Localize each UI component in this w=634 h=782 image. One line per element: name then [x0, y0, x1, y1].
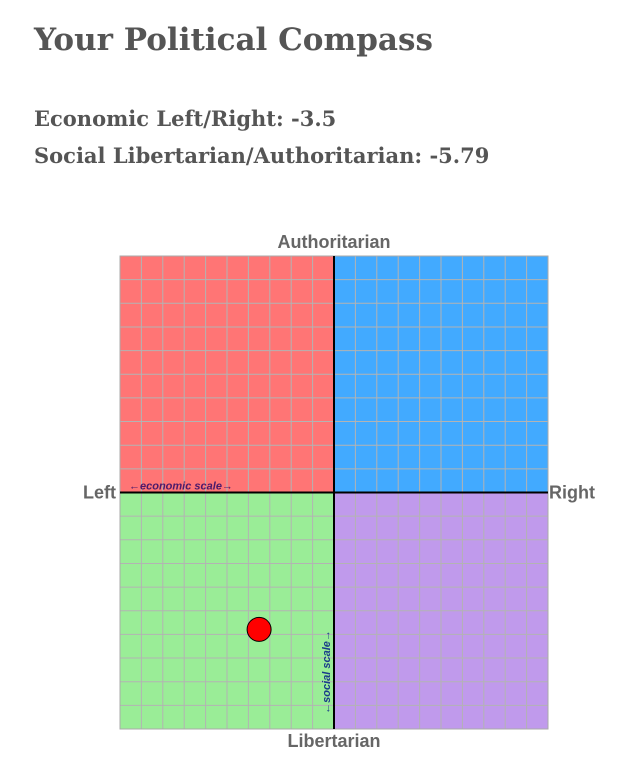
- axis-label-libertarian: Libertarian: [287, 731, 380, 751]
- axis-label-right: Right: [549, 483, 595, 503]
- economic-score: Economic Left/Right: -3.5: [34, 106, 336, 131]
- economic-score-label: Economic Left/Right:: [34, 106, 284, 131]
- page-title: Your Political Compass: [34, 22, 433, 58]
- axis-label-authoritarian: Authoritarian: [277, 232, 390, 252]
- social-scale-label: ←social scale→: [321, 630, 333, 714]
- social-score: Social Libertarian/Authoritarian: -5.79: [34, 143, 489, 168]
- economic-scale-label: ←economic scale→: [129, 481, 233, 493]
- position-marker: [246, 616, 272, 642]
- axis-label-left: Left: [83, 483, 116, 503]
- social-score-label: Social Libertarian/Authoritarian:: [34, 143, 423, 168]
- economic-score-value: -3.5: [291, 106, 337, 131]
- social-score-value: -5.79: [429, 143, 490, 168]
